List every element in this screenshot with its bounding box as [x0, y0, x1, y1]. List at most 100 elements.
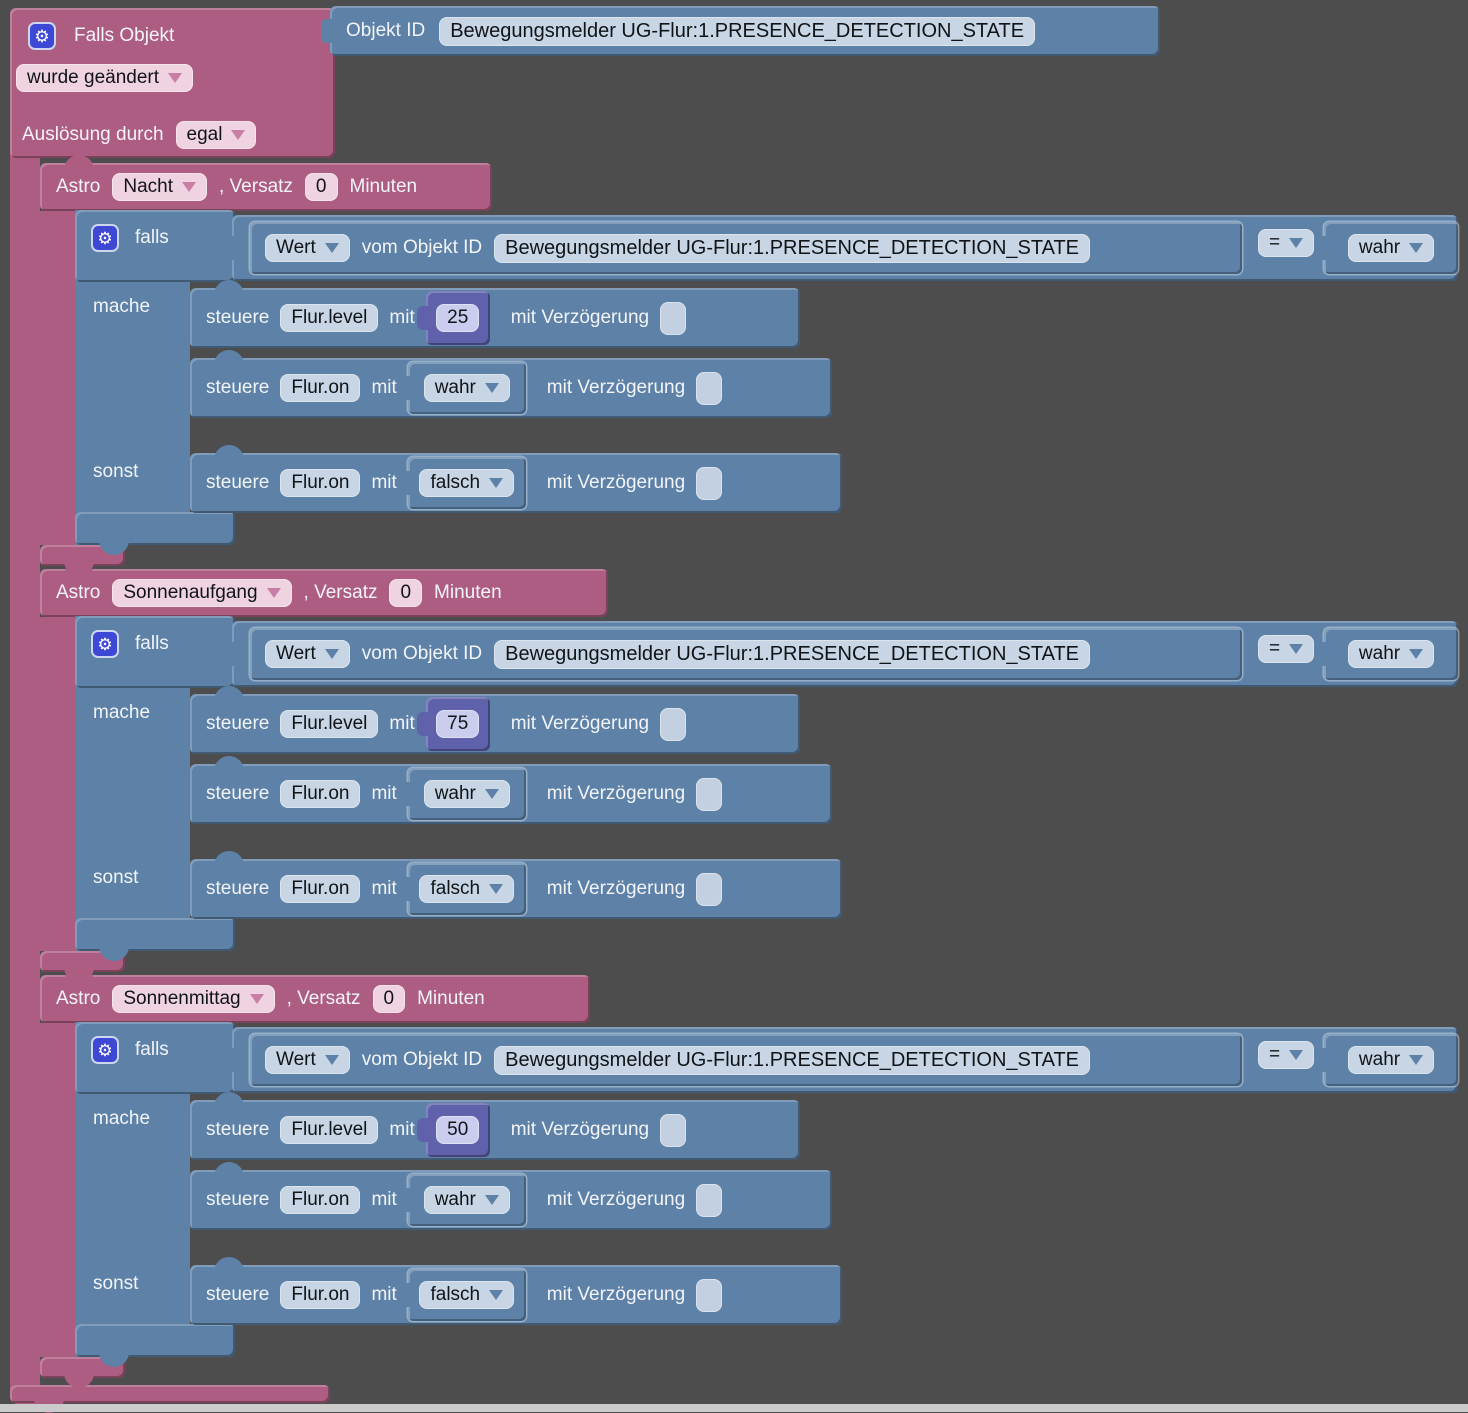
bool-value-block[interactable]: wahr — [1324, 222, 1458, 274]
comparison-block[interactable]: Wert vom Objekt ID Bewegungsmelder UG-Fl… — [232, 215, 1458, 281]
astro-block-left-spine[interactable] — [40, 617, 75, 951]
if-block-header[interactable]: ⚙ falls — [75, 1022, 235, 1094]
astro-dropdown[interactable]: Sonnenaufgang — [112, 579, 292, 607]
steuere-block[interactable]: steuere Flur.on mit wahr mit Verzögerung — [190, 350, 832, 418]
operator-dropdown[interactable]: = — [1258, 635, 1315, 663]
objekt-id-field[interactable]: Bewegungsmelder UG-Flur:1.PRESENCE_DETEC… — [494, 1045, 1091, 1075]
change-mode-dropdown[interactable]: wurde geändert — [16, 64, 194, 92]
number-field[interactable]: 50 — [436, 1116, 480, 1144]
bool-value-block[interactable]: wahr — [407, 362, 526, 414]
bool-dropdown[interactable]: wahr — [1347, 640, 1435, 668]
objekt-id-field[interactable]: Bewegungsmelder UG-Flur:1.PRESENCE_DETEC… — [494, 233, 1091, 263]
delay-label: mit Verzögerung — [510, 713, 650, 734]
bool-value-block[interactable]: wahr — [1324, 1034, 1458, 1086]
bool-dropdown[interactable]: wahr — [423, 1186, 510, 1214]
astro-block-header[interactable]: Astro Nacht , Versatz 0 Minuten — [40, 155, 492, 211]
delay-checkbox[interactable] — [696, 1183, 723, 1217]
wert-vom-objekt-block[interactable]: Wert vom Objekt ID Bewegungsmelder UG-Fl… — [250, 222, 1242, 274]
operator-dropdown[interactable]: = — [1258, 229, 1315, 257]
trigger-block-bottom[interactable] — [10, 1385, 330, 1413]
if-block-bottom[interactable] — [75, 512, 235, 555]
bool-value-block[interactable]: falsch — [407, 863, 526, 915]
if-label: falls — [135, 1039, 169, 1060]
target-field[interactable]: Flur.level — [280, 304, 379, 332]
bool-value-block[interactable]: falsch — [407, 1269, 526, 1321]
mutator-gear-icon[interactable]: ⚙ — [28, 22, 56, 50]
wert-dropdown[interactable]: Wert — [265, 640, 350, 668]
operator-dropdown[interactable]: = — [1258, 1041, 1315, 1069]
versatz-field[interactable]: 0 — [304, 173, 338, 201]
wert-vom-objekt-block[interactable]: Wert vom Objekt ID Bewegungsmelder UG-Fl… — [250, 1034, 1242, 1086]
target-field[interactable]: Flur.on — [280, 875, 361, 903]
bool-dropdown[interactable]: falsch — [419, 469, 515, 497]
if-block-bottom[interactable] — [75, 918, 235, 961]
astro-dropdown[interactable]: Sonnenmittag — [112, 985, 275, 1013]
astro-block-left-spine[interactable] — [40, 211, 75, 545]
target-field[interactable]: Flur.on — [280, 1281, 361, 1309]
steuere-block[interactable]: steuere Flur.on mit wahr mit Verzögerung — [190, 1162, 832, 1230]
delay-checkbox[interactable] — [660, 301, 687, 335]
comparison-block[interactable]: Wert vom Objekt ID Bewegungsmelder UG-Fl… — [232, 621, 1458, 687]
bool-value-block[interactable]: falsch — [407, 457, 526, 509]
target-field[interactable]: Flur.on — [280, 374, 361, 402]
target-field[interactable]: Flur.on — [280, 1186, 361, 1214]
objekt-id-field[interactable]: Bewegungsmelder UG-Flur:1.PRESENCE_DETEC… — [439, 16, 1036, 46]
mutator-gear-icon[interactable]: ⚙ — [91, 1036, 119, 1064]
target-field[interactable]: Flur.level — [280, 1116, 379, 1144]
target-field[interactable]: Flur.level — [280, 710, 379, 738]
comparison-block[interactable]: Wert vom Objekt ID Bewegungsmelder UG-Fl… — [232, 1027, 1458, 1093]
astro-dropdown[interactable]: Nacht — [112, 173, 207, 201]
horizontal-scrollbar[interactable] — [0, 1404, 1468, 1412]
number-field[interactable]: 75 — [436, 710, 480, 738]
bool-value-block[interactable]: wahr — [407, 1174, 526, 1226]
steuere-block[interactable]: steuere Flur.on mit falsch mit Verzögeru… — [190, 851, 842, 919]
bool-dropdown[interactable]: falsch — [419, 875, 515, 903]
trigger-block-left-spine[interactable] — [10, 8, 40, 1404]
ausloesung-dropdown[interactable]: egal — [175, 121, 257, 149]
steuere-block[interactable]: steuere Flur.on mit falsch mit Verzögeru… — [190, 1257, 842, 1325]
target-field[interactable]: Flur.on — [280, 780, 361, 808]
minuten-label: Minuten — [417, 988, 485, 1009]
mutator-gear-icon[interactable]: ⚙ — [91, 224, 119, 252]
mutator-gear-icon[interactable]: ⚙ — [91, 630, 119, 658]
steuere-block[interactable]: steuere Flur.level mit 50 mit Verzögerun… — [190, 1092, 800, 1160]
bool-dropdown[interactable]: wahr — [1347, 234, 1435, 262]
steuere-block[interactable]: steuere Flur.on mit wahr mit Verzögerung — [190, 756, 832, 824]
number-value-block[interactable]: 50 — [425, 1103, 490, 1157]
if-block-header[interactable]: ⚙ falls — [75, 616, 235, 688]
target-field[interactable]: Flur.on — [280, 469, 361, 497]
delay-checkbox[interactable] — [696, 1278, 723, 1312]
if-block-header[interactable]: ⚙ falls — [75, 210, 235, 282]
astro-block-header[interactable]: Astro Sonnenmittag , Versatz 0 Minuten — [40, 967, 590, 1023]
delay-checkbox[interactable] — [696, 466, 723, 500]
if-block-bottom[interactable] — [75, 1324, 235, 1367]
number-field[interactable]: 25 — [436, 304, 480, 332]
versatz-field[interactable]: 0 — [372, 985, 406, 1013]
astro-block-left-spine[interactable] — [40, 1023, 75, 1357]
bool-dropdown[interactable]: wahr — [423, 780, 510, 808]
delay-checkbox[interactable] — [696, 872, 723, 906]
bool-dropdown[interactable]: wahr — [423, 374, 510, 402]
objekt-id-block[interactable]: Objekt ID Bewegungsmelder UG-Flur:1.PRES… — [330, 6, 1160, 56]
bool-dropdown[interactable]: wahr — [1347, 1046, 1435, 1074]
delay-checkbox[interactable] — [660, 1113, 687, 1147]
wert-dropdown[interactable]: Wert — [265, 234, 350, 262]
bool-value-block[interactable]: wahr — [1324, 628, 1458, 680]
number-value-block[interactable]: 75 — [425, 697, 490, 751]
chevron-down-icon — [1289, 644, 1304, 654]
objekt-id-field[interactable]: Bewegungsmelder UG-Flur:1.PRESENCE_DETEC… — [494, 639, 1091, 669]
wert-vom-objekt-block[interactable]: Wert vom Objekt ID Bewegungsmelder UG-Fl… — [250, 628, 1242, 680]
delay-checkbox[interactable] — [696, 777, 723, 811]
astro-block-header[interactable]: Astro Sonnenaufgang , Versatz 0 Minuten — [40, 561, 608, 617]
delay-checkbox[interactable] — [696, 371, 723, 405]
steuere-block[interactable]: steuere Flur.on mit falsch mit Verzögeru… — [190, 445, 842, 513]
wert-dropdown[interactable]: Wert — [265, 1046, 350, 1074]
steuere-block[interactable]: steuere Flur.level mit 75 mit Verzögerun… — [190, 686, 800, 754]
versatz-field[interactable]: 0 — [389, 579, 423, 607]
trigger-block-header[interactable]: ⚙ Falls Objekt wurde geändert Auslösung … — [10, 8, 335, 158]
bool-dropdown[interactable]: falsch — [419, 1281, 515, 1309]
steuere-block[interactable]: steuere Flur.level mit 25 mit Verzögerun… — [190, 280, 800, 348]
delay-checkbox[interactable] — [660, 707, 687, 741]
number-value-block[interactable]: 25 — [425, 291, 490, 345]
bool-value-block[interactable]: wahr — [407, 768, 526, 820]
